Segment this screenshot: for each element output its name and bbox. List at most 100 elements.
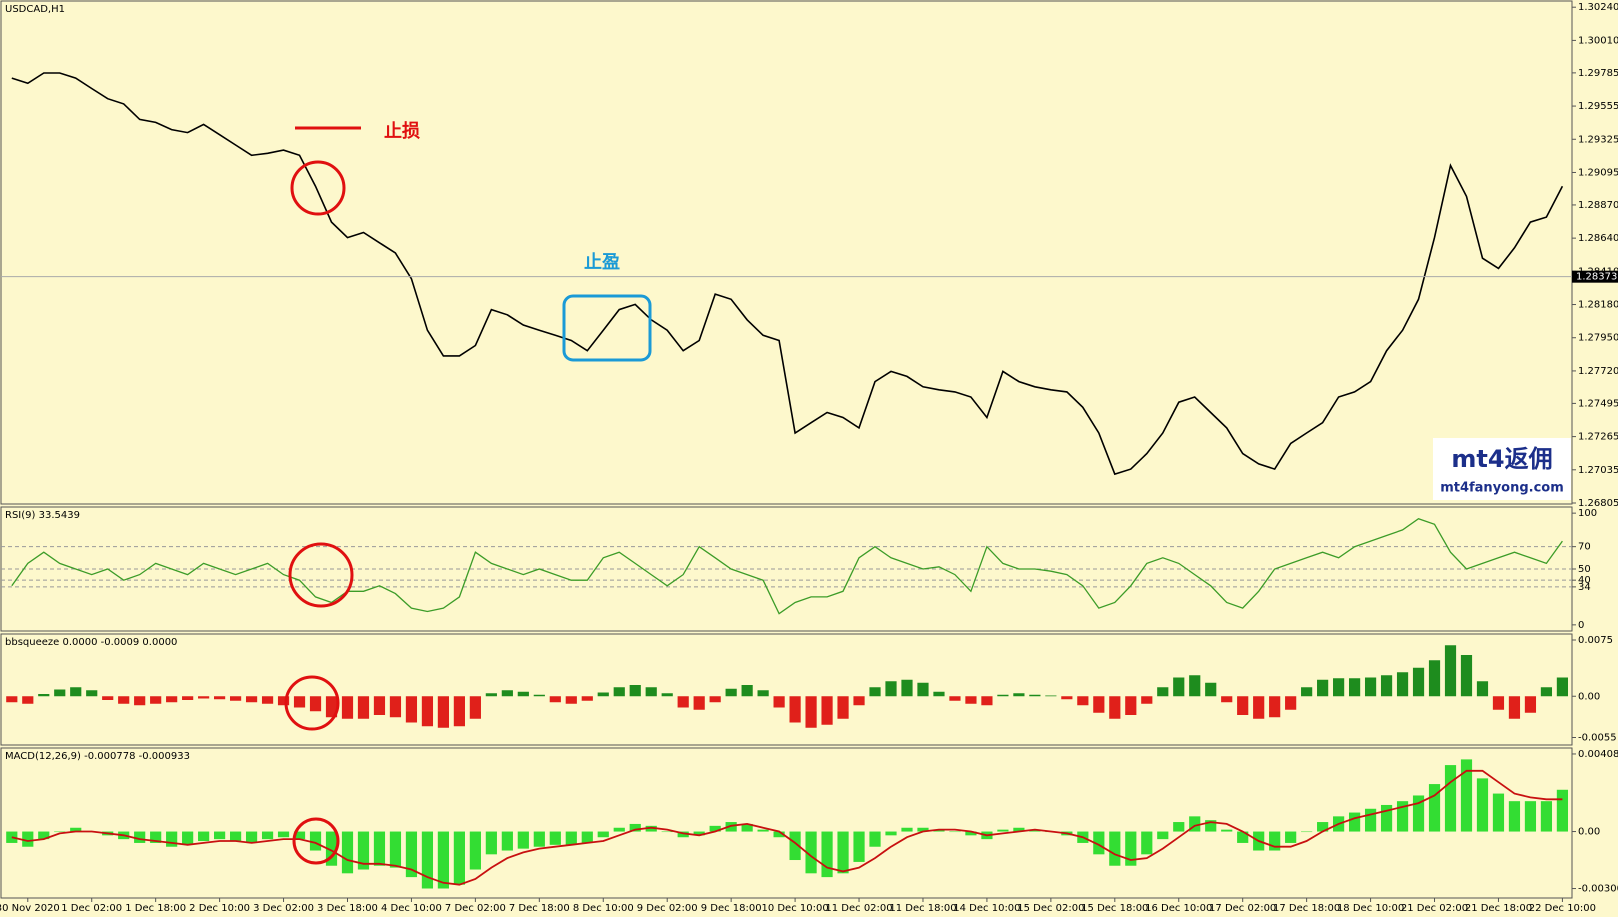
histogram-bar [1237, 831, 1249, 843]
histogram-bar [901, 827, 913, 832]
histogram-bar [325, 831, 338, 866]
histogram-bar [150, 696, 162, 704]
histogram-bar [1093, 831, 1105, 855]
x-tick-label: 21 Dec 18:00 [1465, 903, 1532, 914]
histogram-bar [661, 693, 673, 697]
histogram-bar [453, 831, 465, 885]
histogram-bar [517, 691, 529, 697]
take-profit-label: 止盈 [584, 251, 620, 273]
x-tick-label: 22 Dec 10:00 [1529, 903, 1596, 914]
histogram-bar [405, 696, 418, 723]
y-tick-label: 1.29555 [1578, 101, 1618, 112]
histogram-bar [725, 688, 737, 697]
histogram-bar [1013, 827, 1025, 832]
histogram-bar [70, 827, 82, 832]
histogram-bar [693, 696, 705, 710]
histogram-bar [293, 831, 306, 840]
histogram-bar [245, 831, 258, 843]
histogram-bar [1492, 696, 1505, 710]
y-tick-label: 1.27035 [1578, 465, 1618, 476]
histogram-bar [773, 696, 785, 708]
histogram-bar [405, 831, 418, 878]
histogram-bar [1109, 696, 1121, 719]
y-tick-label: 0 [1578, 620, 1584, 631]
histogram-bar [821, 696, 833, 725]
histogram-bar [341, 831, 354, 874]
histogram-bar [453, 696, 465, 727]
histogram-bar [38, 831, 50, 840]
histogram-bar [1141, 696, 1153, 704]
histogram-bar [182, 831, 194, 845]
panel-frame [0, 747, 1573, 899]
logo-url: mt4fanyong.com [1440, 481, 1564, 496]
histogram-bar [677, 696, 689, 708]
y-tick-label: 0.00 [1578, 691, 1600, 702]
histogram-bar [773, 831, 785, 838]
x-tick-label: 30 Nov 2020 [0, 903, 60, 914]
histogram-bar [357, 696, 370, 719]
histogram-bar [1333, 678, 1345, 697]
logo-box [1433, 438, 1571, 500]
histogram-bar [1301, 687, 1313, 697]
histogram-bar [1317, 679, 1329, 697]
x-tick-label: 1 Dec 02:00 [61, 903, 122, 914]
histogram-bar [198, 696, 210, 699]
histogram-bar [1317, 822, 1329, 832]
histogram-bar [70, 687, 82, 697]
histogram-bar [373, 831, 386, 866]
panel-title: MACD(12,26,9) -0.000778 -0.000933 [5, 751, 190, 762]
x-tick-label: 16 Dec 10:00 [1145, 903, 1212, 914]
x-tick-label: 17 Dec 18:00 [1273, 903, 1340, 914]
histogram-bar [1141, 831, 1153, 855]
x-tick-label: 4 Dec 10:00 [381, 903, 442, 914]
histogram-bar [1237, 696, 1249, 715]
histogram-bar [1285, 696, 1297, 710]
histogram-bar [1556, 677, 1569, 697]
histogram-bar [1221, 696, 1233, 703]
y-tick-label: 0.0075 [1578, 635, 1613, 646]
histogram-bar [1428, 660, 1441, 697]
histogram-bar [597, 831, 609, 838]
histogram-bar [469, 696, 481, 719]
histogram-bar [645, 687, 657, 697]
y-tick-label: 34 [1578, 582, 1591, 593]
histogram-bar [1077, 696, 1089, 706]
histogram-bar [549, 696, 561, 703]
histogram-bar [389, 696, 402, 718]
histogram-bar [549, 831, 561, 845]
y-tick-label: 0.004086 [1578, 749, 1618, 760]
histogram-bar [789, 831, 801, 861]
histogram-bar [166, 696, 178, 703]
y-tick-label: 1.27950 [1578, 333, 1618, 344]
histogram-bar [1476, 681, 1489, 697]
y-tick-label: 1.29325 [1578, 134, 1618, 145]
x-tick-label: 17 Dec 02:00 [1209, 903, 1276, 914]
y-tick-label: 40 [1578, 575, 1591, 586]
histogram-bar [837, 831, 849, 874]
histogram-bar [1460, 655, 1473, 697]
histogram-bar [1157, 831, 1169, 840]
series-line [11, 769, 1563, 886]
histogram-bar [229, 696, 242, 701]
histogram-bar [517, 831, 529, 849]
histogram-bar [693, 831, 705, 836]
histogram-bar [261, 696, 274, 704]
histogram-bar [102, 696, 114, 700]
histogram-bar [901, 679, 913, 697]
x-tick-label: 14 Dec 10:00 [953, 903, 1020, 914]
current-price-label: 1.28373 [1576, 272, 1617, 283]
highlight-circle [288, 542, 354, 608]
histogram-bar [661, 831, 673, 833]
panel-title: RSI(9) 33.5439 [5, 510, 80, 521]
x-tick-label: 8 Dec 10:00 [573, 903, 634, 914]
histogram-bar [933, 829, 945, 832]
y-tick-label: 0.00 [1578, 827, 1600, 838]
histogram-bar [1173, 822, 1185, 832]
x-tick-label: 9 Dec 02:00 [637, 903, 698, 914]
histogram-bar [1348, 812, 1361, 832]
histogram-bar [1508, 801, 1521, 832]
x-tick-label: 9 Dec 18:00 [701, 903, 762, 914]
histogram-bar [1540, 801, 1553, 832]
histogram-bar [869, 831, 881, 847]
histogram-bar [437, 696, 450, 728]
